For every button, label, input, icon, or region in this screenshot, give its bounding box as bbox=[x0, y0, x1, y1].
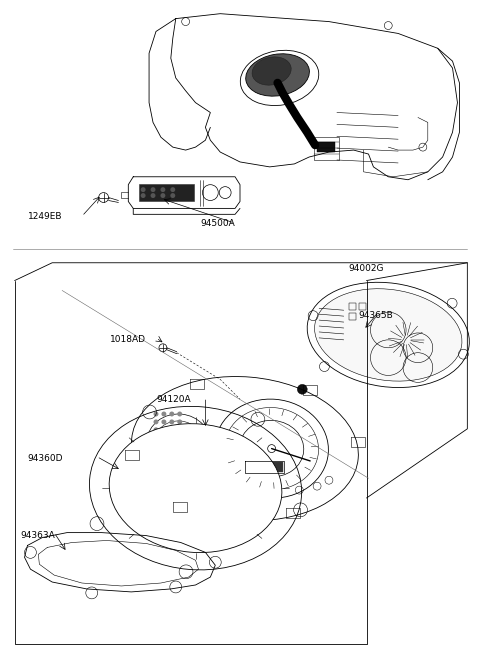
Circle shape bbox=[169, 435, 174, 440]
Circle shape bbox=[141, 193, 145, 198]
Circle shape bbox=[177, 411, 182, 417]
Ellipse shape bbox=[109, 424, 282, 552]
Circle shape bbox=[170, 187, 175, 192]
FancyBboxPatch shape bbox=[317, 142, 335, 152]
Circle shape bbox=[177, 427, 182, 432]
Circle shape bbox=[177, 419, 182, 424]
Circle shape bbox=[297, 384, 307, 394]
Circle shape bbox=[161, 435, 167, 440]
Circle shape bbox=[169, 443, 174, 448]
Circle shape bbox=[161, 443, 167, 448]
Circle shape bbox=[177, 435, 182, 440]
Text: 94500A: 94500A bbox=[201, 218, 235, 228]
Circle shape bbox=[169, 419, 174, 424]
Text: 94002G: 94002G bbox=[349, 264, 384, 273]
Circle shape bbox=[169, 411, 174, 417]
Circle shape bbox=[154, 427, 158, 432]
Ellipse shape bbox=[246, 54, 310, 96]
FancyBboxPatch shape bbox=[139, 184, 193, 201]
Circle shape bbox=[154, 411, 158, 417]
Text: 94120A: 94120A bbox=[156, 395, 191, 403]
Circle shape bbox=[160, 187, 166, 192]
Circle shape bbox=[151, 193, 156, 198]
Text: 1249EB: 1249EB bbox=[27, 212, 62, 221]
Circle shape bbox=[154, 435, 158, 440]
Circle shape bbox=[161, 419, 167, 424]
Circle shape bbox=[161, 427, 167, 432]
Ellipse shape bbox=[314, 289, 462, 381]
Circle shape bbox=[141, 187, 145, 192]
Text: 94365B: 94365B bbox=[359, 311, 394, 319]
Ellipse shape bbox=[252, 57, 291, 85]
Circle shape bbox=[170, 193, 175, 198]
Circle shape bbox=[154, 443, 158, 448]
Circle shape bbox=[154, 419, 158, 424]
Circle shape bbox=[151, 187, 156, 192]
Circle shape bbox=[169, 427, 174, 432]
Circle shape bbox=[268, 445, 276, 453]
FancyBboxPatch shape bbox=[246, 462, 284, 472]
Text: 94363A: 94363A bbox=[21, 531, 55, 540]
Circle shape bbox=[160, 193, 166, 198]
Text: 1018AD: 1018AD bbox=[109, 335, 145, 344]
Text: 94360D: 94360D bbox=[27, 454, 63, 463]
Circle shape bbox=[161, 411, 167, 417]
Circle shape bbox=[177, 443, 182, 448]
